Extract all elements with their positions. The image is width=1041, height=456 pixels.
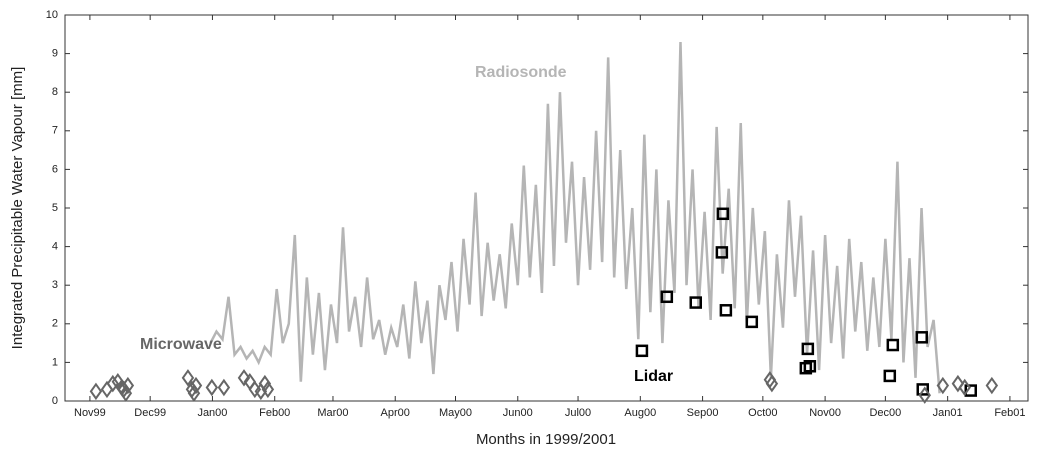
y-tick-label: 2 xyxy=(52,318,58,330)
series-label: Lidar xyxy=(634,368,673,385)
x-tick-label: Oct00 xyxy=(748,407,777,419)
lidar-point xyxy=(719,304,733,317)
y-tick-label: 4 xyxy=(52,241,58,253)
microwave-point xyxy=(217,378,231,397)
y-tick-label: 9 xyxy=(52,48,58,60)
microwave-point xyxy=(958,378,971,397)
x-tick-label: Jul00 xyxy=(565,407,591,419)
x-tick-label: Sep00 xyxy=(687,407,719,419)
microwave-point xyxy=(261,380,275,399)
x-tick-label: Nov00 xyxy=(809,407,841,419)
x-tick-label: Dec00 xyxy=(869,407,901,419)
x-tick-label: Feb00 xyxy=(259,407,290,419)
lidar-point xyxy=(801,342,815,356)
microwave-point xyxy=(237,369,251,387)
series-label: Radiosonde xyxy=(475,64,567,81)
lidar-point xyxy=(635,344,649,358)
y-tick-label: 1 xyxy=(52,356,58,368)
x-tick-label: Nov99 xyxy=(74,407,106,419)
microwave-point xyxy=(189,376,203,395)
lidar-point xyxy=(883,369,897,383)
y-tick-label: 7 xyxy=(52,125,58,137)
y-axis-label: Integrated Precipitable Water Vapour [mm… xyxy=(9,67,26,350)
x-tick-label: Aug00 xyxy=(624,407,656,419)
microwave-point xyxy=(985,376,999,395)
radiosonde-line xyxy=(209,41,941,394)
microwave-point xyxy=(918,386,931,404)
lidar-point xyxy=(689,296,703,309)
x-tick-label: May00 xyxy=(439,407,472,419)
x-tick-label: Mar00 xyxy=(317,407,348,419)
series-label: Microwave xyxy=(140,336,222,353)
microwave-point xyxy=(951,374,965,393)
y-tick-label: 5 xyxy=(52,202,58,214)
microwave-point xyxy=(117,380,131,399)
y-tick-label: 6 xyxy=(52,163,58,175)
lidar-point xyxy=(716,207,730,221)
y-tick-label: 10 xyxy=(46,9,58,21)
microwave-point xyxy=(936,376,950,395)
microwave-point xyxy=(187,384,201,403)
microwave-point xyxy=(765,374,779,393)
microwave-point xyxy=(106,374,120,393)
x-tick-label: Jan00 xyxy=(197,407,227,419)
x-tick-label: Apr00 xyxy=(381,407,410,419)
lidar-point xyxy=(745,315,759,329)
lidar-point xyxy=(715,246,729,259)
microwave-point xyxy=(205,378,219,397)
microwave-point xyxy=(181,369,195,387)
x-axis-label: Months in 1999/2001 xyxy=(476,431,616,448)
lidar-point xyxy=(886,338,900,352)
lidar-point xyxy=(964,384,978,397)
x-tick-label: Dec99 xyxy=(134,407,166,419)
microwave-point xyxy=(89,382,103,401)
microwave-point xyxy=(100,380,114,399)
x-tick-label: Feb01 xyxy=(994,407,1025,419)
y-tick-label: 3 xyxy=(52,279,58,291)
lidar-point xyxy=(916,383,929,396)
lidar-point xyxy=(915,331,928,344)
lidar-point xyxy=(660,290,674,304)
y-tick-label: 8 xyxy=(52,86,58,98)
x-tick-label: Jun00 xyxy=(503,407,533,419)
lidar-point xyxy=(803,360,817,373)
x-tick-label: Jan01 xyxy=(933,407,963,419)
y-tick-label: 0 xyxy=(52,395,58,407)
